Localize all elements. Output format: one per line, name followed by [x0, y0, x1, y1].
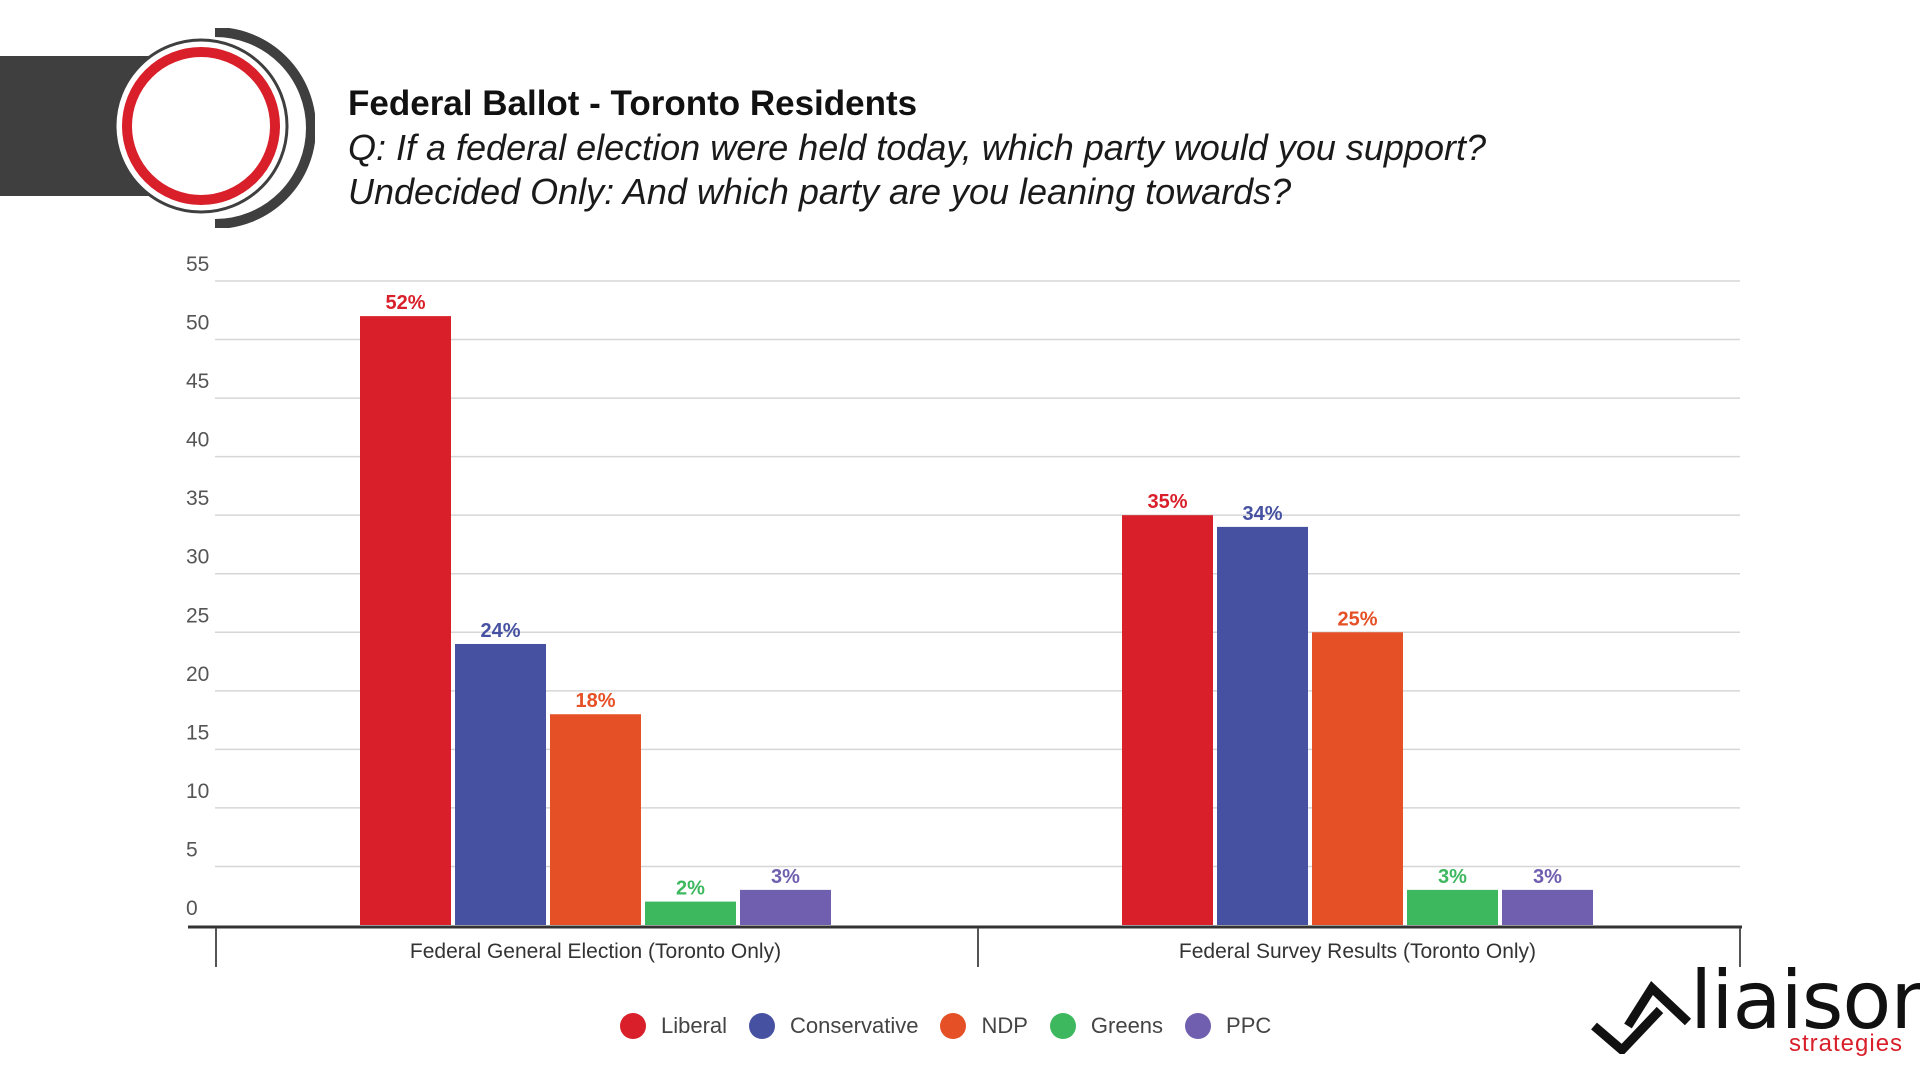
brand-logo: liaison strategies	[1580, 954, 1920, 1068]
brand-chevron-icon	[1591, 980, 1692, 1054]
x-category-label: Federal General Election (Toronto Only)	[410, 940, 781, 963]
bar-liberal	[360, 316, 451, 925]
legend-item-ppc: PPC	[1185, 1013, 1271, 1039]
bar-conservative	[455, 643, 546, 925]
data-label: 52%	[385, 292, 425, 314]
legend-label: Conservative	[790, 1013, 919, 1038]
data-label: 24%	[480, 620, 520, 642]
legend-label: Liberal	[661, 1013, 728, 1038]
y-tick-label: 20	[186, 663, 209, 686]
y-tick-label: 5	[186, 838, 198, 861]
y-tick-label: 30	[186, 546, 209, 569]
question-followup-text: Undecided Only: And which party are you …	[348, 171, 1292, 212]
legend-item-liberal: Liberal	[620, 1013, 727, 1039]
question-text: Q: If a federal election were held today…	[348, 127, 1486, 168]
legend-dot-greens	[1049, 1013, 1076, 1039]
legend-label: Greens	[1090, 1013, 1164, 1038]
y-tick-label: 55	[186, 253, 209, 276]
y-tick-label: 10	[186, 780, 209, 803]
data-label: 2%	[676, 878, 705, 900]
y-tick-label: 45	[186, 370, 209, 393]
legend-label: NDP	[981, 1013, 1028, 1038]
data-label: 3%	[771, 866, 800, 888]
data-label: 34%	[1242, 503, 1282, 525]
title-block: Federal Ballot - Toronto Residents Q: If…	[348, 82, 1848, 214]
bar-ppc	[740, 889, 831, 925]
chart-title: Federal Ballot - Toronto Residents	[348, 84, 918, 123]
legend-label: PPC	[1226, 1013, 1272, 1038]
legend-dot-conservative	[749, 1013, 776, 1039]
data-label: 18%	[575, 690, 615, 712]
data-label: 3%	[1533, 866, 1562, 888]
legend-dot-ndp	[940, 1013, 967, 1039]
y-tick-label: 40	[186, 429, 209, 452]
legend-item-conservative: Conservative	[749, 1013, 918, 1039]
ring-logo-icon	[113, 28, 315, 228]
bar-conservative	[1217, 526, 1308, 925]
bar-ppc	[1502, 889, 1593, 925]
legend-item-greens: Greens	[1049, 1013, 1164, 1039]
data-label: 35%	[1147, 491, 1187, 513]
y-tick-label: 15	[186, 721, 209, 744]
y-tick-label: 35	[186, 487, 209, 510]
legend-item-ndp: NDP	[940, 1013, 1028, 1039]
data-label: 3%	[1438, 866, 1467, 888]
y-tick-label: 25	[186, 604, 209, 627]
bar-ndp	[1312, 632, 1403, 925]
legend-dot-ppc	[1185, 1013, 1212, 1039]
legend-dot-liberal	[620, 1013, 646, 1039]
brand-name: liaison	[1690, 954, 1920, 1047]
bar-greens	[645, 901, 736, 925]
y-tick-label: 50	[186, 312, 209, 335]
chart-legend: Liberal Conservative NDP Greens PPC	[620, 1008, 1293, 1044]
bar-ndp	[550, 714, 641, 925]
y-tick-label: 0	[186, 897, 198, 920]
brand-tagline: strategies	[1789, 1030, 1904, 1057]
bar-liberal	[1122, 515, 1213, 925]
data-label: 25%	[1337, 608, 1377, 630]
bar-chart: 0 5 10 15 20 25 30 35 40 45 50 55 52% 24% 18% 2% 3% Feder…	[186, 253, 1742, 967]
bar-greens	[1407, 889, 1498, 925]
x-category-label: Federal Survey Results (Toronto Only)	[1179, 940, 1536, 963]
